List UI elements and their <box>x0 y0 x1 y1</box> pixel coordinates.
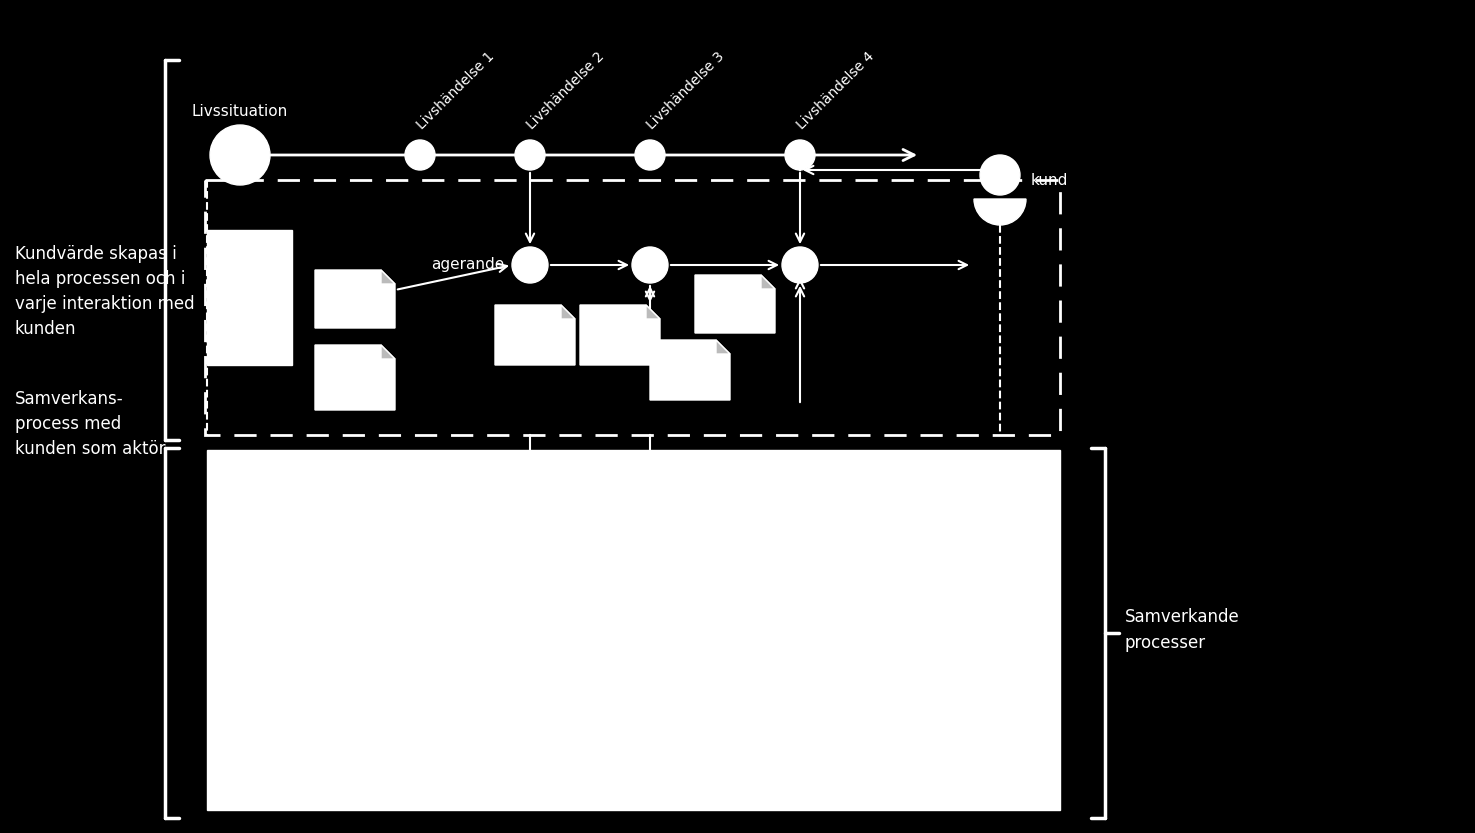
Text: kund: kund <box>1031 172 1068 187</box>
Polygon shape <box>316 270 395 328</box>
Polygon shape <box>316 345 395 410</box>
Polygon shape <box>560 305 575 319</box>
Circle shape <box>515 140 544 170</box>
Circle shape <box>512 247 549 283</box>
Circle shape <box>631 247 668 283</box>
Polygon shape <box>381 345 395 359</box>
Polygon shape <box>496 305 575 365</box>
Circle shape <box>636 140 665 170</box>
Polygon shape <box>580 305 659 365</box>
FancyBboxPatch shape <box>207 230 292 365</box>
Text: Livshändelse 1: Livshändelse 1 <box>414 49 497 132</box>
Polygon shape <box>381 270 395 284</box>
Polygon shape <box>695 275 774 333</box>
Text: Samverkande
processer: Samverkande processer <box>1125 608 1240 651</box>
Circle shape <box>782 247 819 283</box>
Polygon shape <box>650 340 730 400</box>
Circle shape <box>406 140 435 170</box>
Text: Livshändelse 2: Livshändelse 2 <box>524 49 606 132</box>
Text: Livshändelse 4: Livshändelse 4 <box>794 49 878 132</box>
Text: Samverkans-
process med
kunden som aktör: Samverkans- process med kunden som aktör <box>15 390 165 458</box>
Circle shape <box>209 125 270 185</box>
Text: Livssituation: Livssituation <box>192 104 288 119</box>
Text: agerande: agerande <box>431 257 504 272</box>
Circle shape <box>785 140 816 170</box>
Text: Livshändelse 3: Livshändelse 3 <box>645 49 727 132</box>
Wedge shape <box>974 199 1027 225</box>
Polygon shape <box>761 275 774 289</box>
Polygon shape <box>646 305 659 319</box>
Text: Kundvärde skapas i
hela processen och i
varje interaktion med
kunden: Kundvärde skapas i hela processen och i … <box>15 245 195 338</box>
Circle shape <box>979 155 1021 195</box>
Polygon shape <box>715 340 730 354</box>
FancyBboxPatch shape <box>207 450 1061 810</box>
